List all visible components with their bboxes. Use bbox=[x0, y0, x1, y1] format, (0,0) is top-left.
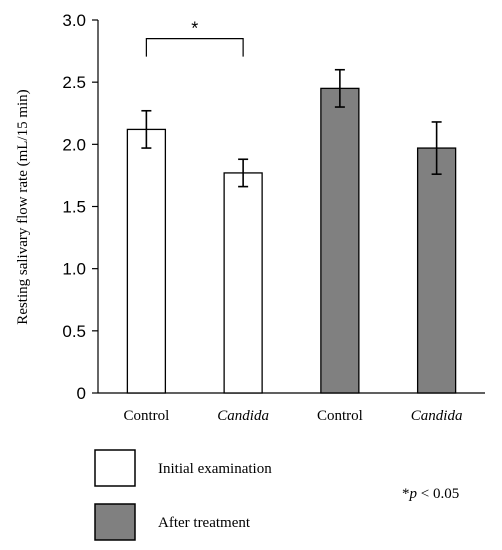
legend-label-initial: Initial examination bbox=[158, 461, 272, 477]
bar-1 bbox=[223, 172, 263, 394]
significance-bracket bbox=[145, 38, 244, 57]
bar-0 bbox=[126, 128, 167, 394]
y-tick-label-0: 0 bbox=[77, 384, 86, 403]
p-value-symbol: p bbox=[409, 486, 418, 502]
x-tick-label-3: Candida bbox=[411, 408, 463, 424]
y-tick-label-4: 2.0 bbox=[62, 135, 86, 154]
significance-marker: * bbox=[191, 19, 198, 39]
y-tick-label-3: 1.5 bbox=[62, 198, 86, 217]
x-tick-label-0: Control bbox=[123, 408, 169, 424]
y-tick-label-6: 3.0 bbox=[62, 11, 86, 30]
legend-label-after: After treatment bbox=[158, 515, 251, 531]
y-tick-label-5: 2.5 bbox=[62, 73, 86, 92]
legend: Initial examination After treatment bbox=[94, 449, 272, 541]
x-tick-label-1: Candida bbox=[217, 408, 269, 424]
y-axis-title: Resting salivary flow rate (mL/15 min) bbox=[15, 89, 31, 324]
p-value-threshold: < 0.05 bbox=[417, 486, 459, 502]
bar-2 bbox=[320, 87, 360, 394]
legend-swatch-initial bbox=[94, 449, 136, 487]
p-value-annotation: *p < 0.05 bbox=[402, 486, 459, 502]
p-value-star: * bbox=[402, 486, 410, 502]
legend-swatch-after bbox=[94, 503, 136, 541]
y-tick-label-1: 0.5 bbox=[62, 322, 86, 341]
bar-3 bbox=[416, 147, 457, 394]
x-tick-label-2: Control bbox=[317, 408, 363, 424]
y-tick-label-2: 1.0 bbox=[62, 260, 86, 279]
